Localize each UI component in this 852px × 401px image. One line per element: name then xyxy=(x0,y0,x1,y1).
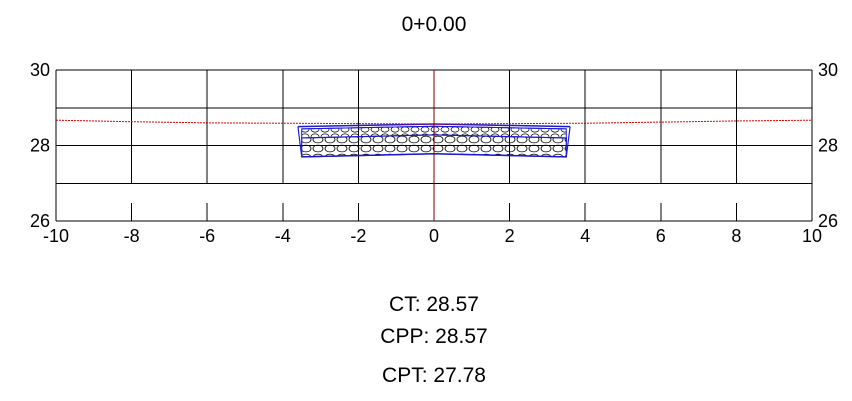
y-tick-label-left: 26 xyxy=(30,211,50,231)
y-tick-label-left: 30 xyxy=(30,60,50,80)
annotation-cpt: CPT: 27.78 xyxy=(382,364,486,387)
y-tick-label-right: 28 xyxy=(818,136,838,156)
y-tick-label-right: 30 xyxy=(818,60,838,80)
x-tick-label: 10 xyxy=(802,226,822,246)
x-tick-label: -10 xyxy=(43,226,69,246)
x-tick-label: -8 xyxy=(124,226,140,246)
x-tick-label: 2 xyxy=(505,226,515,246)
x-tick-label: 4 xyxy=(580,226,590,246)
x-tick-label: -2 xyxy=(350,226,366,246)
right-edge xyxy=(565,126,571,157)
x-tick-label: 0 xyxy=(429,226,439,246)
annotation-ct: CT: 28.57 xyxy=(389,293,479,316)
chart-title: 0+0.00 xyxy=(402,13,467,36)
annotation-cpp: CPP: 28.57 xyxy=(380,325,487,348)
left-edge xyxy=(297,126,303,157)
elevation-annotations: CT: 28.57 CPP: 28.57 CPT: 27.78 xyxy=(380,293,487,387)
y-tick-label-right: 26 xyxy=(818,211,838,231)
x-tick-label: 6 xyxy=(656,226,666,246)
x-tick-label: 8 xyxy=(731,226,741,246)
x-tick-label: -6 xyxy=(199,226,215,246)
x-tick-label: -4 xyxy=(275,226,291,246)
y-tick-label-left: 28 xyxy=(30,136,50,156)
